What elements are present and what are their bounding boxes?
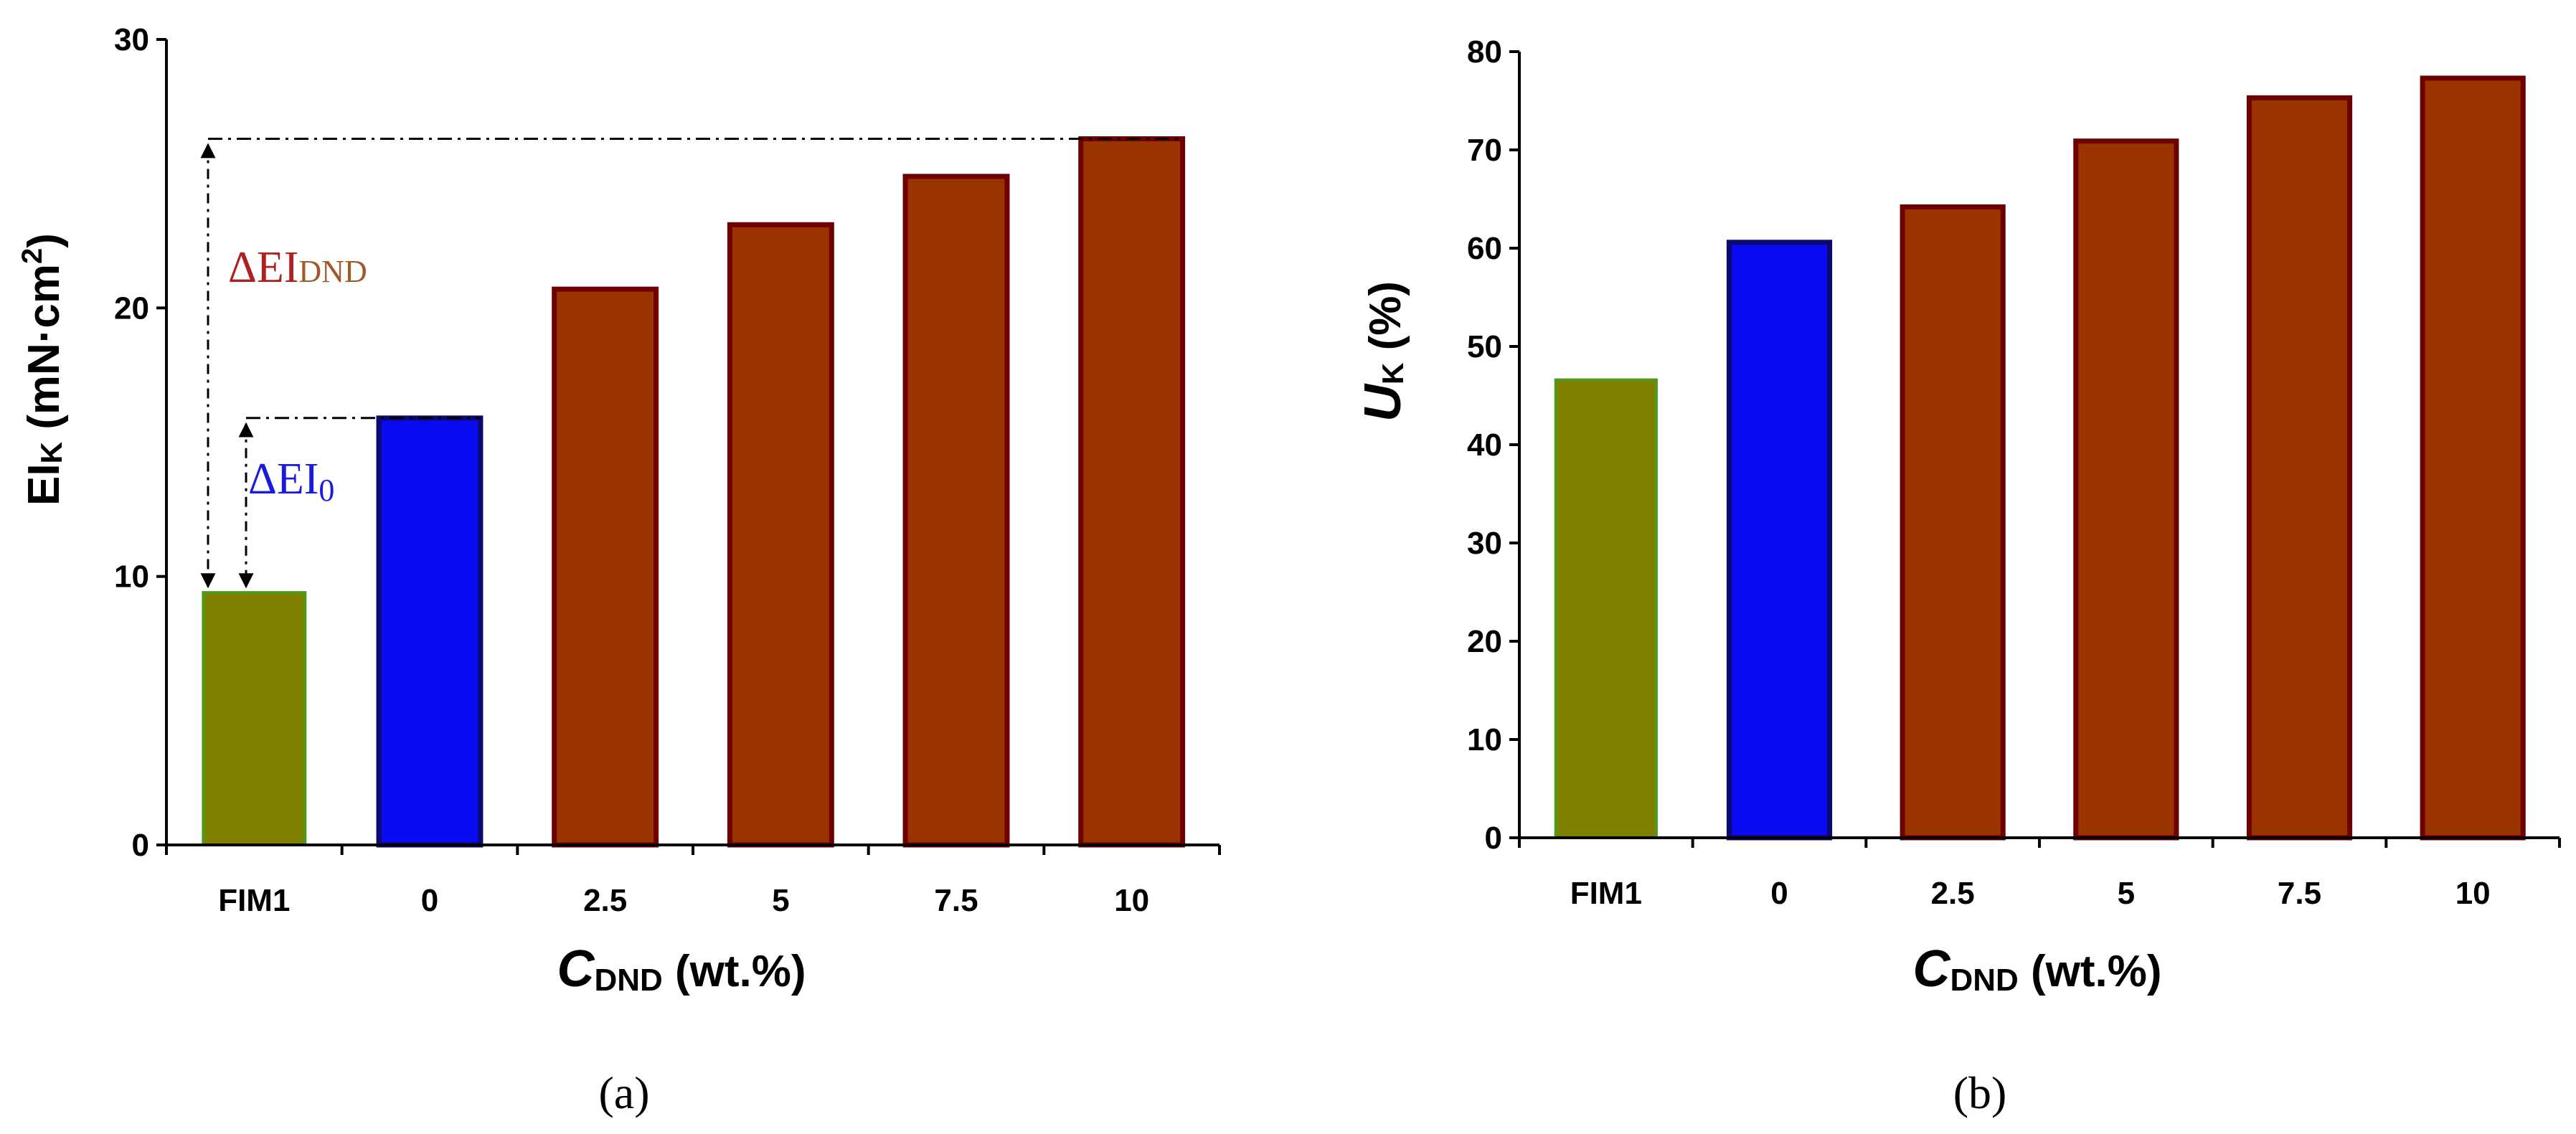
panel-a-x-axis-label: CDND (wt.%) — [557, 940, 806, 998]
panel-b-bar-7_5 — [2246, 95, 2353, 841]
panel-a-bar-10 — [1078, 136, 1186, 848]
panel-b-y-tick-label: 0 — [1485, 821, 1502, 856]
panel-a-x-tick-label: FIM1 — [218, 883, 290, 918]
panel-a-x-tick-label: 7.5 — [934, 883, 978, 918]
panel-a-bar-2_5 — [552, 286, 659, 848]
panel-b-y-tick-label: 50 — [1467, 329, 1502, 364]
panel-a-x-tick-label: 0 — [421, 883, 438, 918]
panel-a-caption: (a) — [598, 1067, 649, 1118]
panel-b-x-axis-label: CDND (wt.%) — [1912, 940, 2161, 998]
panel-b-x-tick-label: 7.5 — [2278, 876, 2321, 911]
panel-b-y-tick-label: 60 — [1467, 231, 1502, 266]
panel-b-caption: (b) — [1953, 1067, 2007, 1118]
panel-a-chart: EIK (mN·cm2) 0 10 20 30 FIM1 0 2.5 5 7.5 10 ΔEID… — [16, 22, 1221, 1118]
panel-b-y-tick-label: 30 — [1467, 526, 1502, 561]
panel-b-y-tick-label: 10 — [1467, 722, 1502, 757]
panel-a-x-tick-label: 2.5 — [583, 883, 627, 918]
panel-b-bar-FIM1 — [1554, 378, 1658, 839]
panel-a-y-axis-label: EIK (mN·cm2) — [16, 233, 69, 506]
panel-b-y-tick-label: 70 — [1467, 133, 1502, 168]
panel-a-y-tick-label: 30 — [114, 22, 149, 57]
panel-b-y-tick-label: 20 — [1467, 624, 1502, 659]
panel-b-bar-10 — [2420, 75, 2526, 841]
panel-b-bar-0 — [1726, 240, 1833, 841]
panel-b-x-tick-label: 0 — [1770, 876, 1788, 911]
panel-b-bar-2_5 — [1900, 204, 2006, 841]
panel-a-bar-FIM1 — [202, 591, 307, 846]
panel-a-y-tick-label: 20 — [114, 290, 149, 326]
panel-b-y-axis-label: UK (%) — [1354, 281, 1412, 422]
panel-a-bar-5 — [727, 222, 834, 848]
panel-a-delta-zero-label: ΔEI0 — [248, 455, 334, 508]
panel-b-y-tick-label: 80 — [1467, 34, 1502, 70]
panel-a-x-tick-label: 5 — [772, 883, 789, 918]
panel-a-bar-7_5 — [902, 174, 1010, 848]
panel-a-x-tick-label: 10 — [1114, 883, 1149, 918]
panel-a-y-tick-label: 10 — [114, 559, 149, 595]
panel-a-bar-0 — [376, 415, 483, 848]
panel-b-bar-5 — [2073, 138, 2179, 841]
panel-b-y-tick-label: 40 — [1467, 427, 1502, 463]
panel-b-x-tick-label: 2.5 — [1931, 876, 1975, 911]
panel-a-y-tick-label: 0 — [132, 828, 149, 863]
panel-b-x-tick-label: FIM1 — [1570, 876, 1642, 911]
panel-b-x-tick-label: 10 — [2455, 876, 2491, 911]
panel-b-x-tick-label: 5 — [2118, 876, 2135, 911]
panel-a-delta-total-label: ΔEIDND — [228, 243, 367, 292]
